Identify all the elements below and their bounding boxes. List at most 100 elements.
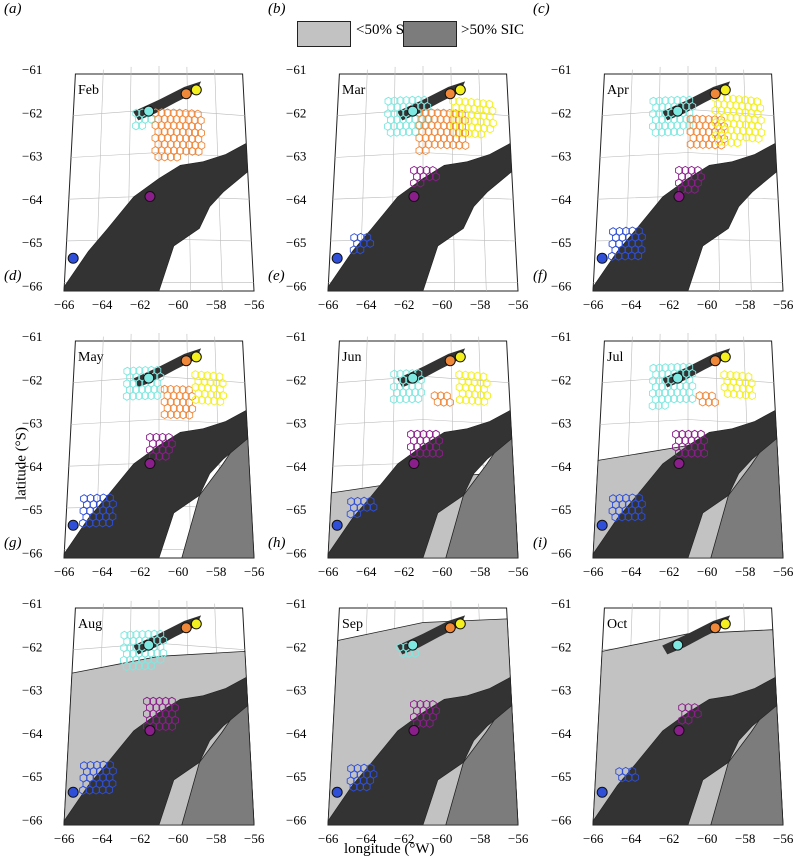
lon-tick-label: −56 bbox=[244, 831, 265, 846]
antarctic-peninsula bbox=[63, 676, 249, 826]
lon-tick-label: −60 bbox=[432, 297, 452, 312]
month-label: Feb bbox=[78, 83, 99, 98]
lon-tick-label: −60 bbox=[697, 564, 717, 579]
hex-cell-purple bbox=[416, 178, 425, 188]
lat-tick-label: −63 bbox=[286, 416, 306, 431]
hex-cell-yellow bbox=[480, 396, 489, 407]
hex-cell-cyan bbox=[654, 401, 663, 411]
hex-cell-orange bbox=[185, 410, 194, 420]
lat-tick-label: −62 bbox=[22, 372, 42, 387]
hex-cell-cyan bbox=[135, 661, 143, 671]
lon-tick-label: −58 bbox=[206, 831, 226, 846]
lat-tick-label: −66 bbox=[286, 545, 307, 560]
colony-marker-purple bbox=[144, 458, 156, 470]
hex-cell-cyan bbox=[657, 127, 666, 137]
lat-tick-label: −64 bbox=[551, 459, 572, 474]
lon-tick-label: −64 bbox=[621, 564, 642, 579]
lon-tick-label: −62 bbox=[130, 831, 150, 846]
colony-marker-cyan bbox=[407, 105, 419, 117]
lat-tick-label: −64 bbox=[22, 459, 43, 474]
colony-marker-orange bbox=[709, 622, 721, 634]
colony-marker-yellow bbox=[719, 351, 731, 363]
hex-cell-blue bbox=[631, 772, 640, 782]
lon-tick-label: −62 bbox=[394, 297, 414, 312]
month-label: Jun bbox=[342, 350, 361, 365]
lon-tick-label: −60 bbox=[168, 297, 188, 312]
colony-marker-yellow bbox=[719, 618, 731, 630]
lat-tick-label: −63 bbox=[286, 149, 306, 164]
lat-tick-label: −63 bbox=[22, 416, 42, 431]
lat-tick-label: −61 bbox=[22, 596, 42, 611]
colony-marker-yellow bbox=[190, 84, 202, 96]
lon-tick-label: −64 bbox=[92, 564, 113, 579]
lat-tick-label: −65 bbox=[22, 235, 42, 250]
lat-tick-label: −62 bbox=[22, 639, 42, 654]
colony-marker-purple bbox=[673, 191, 685, 203]
colony-marker-cyan bbox=[143, 639, 155, 651]
hex-cell-cyan bbox=[156, 654, 165, 664]
lat-tick-label: −63 bbox=[22, 683, 42, 698]
map-panel-jun: Jun(e)−66 −64 −62 −60 −58 −56−61−62−63−64−65−… bbox=[268, 268, 529, 579]
hex-cell-yellow bbox=[216, 396, 225, 407]
hex-cell-cyan bbox=[399, 648, 407, 658]
hex-cell-orange bbox=[194, 147, 203, 157]
hex-cell-cyan bbox=[129, 391, 137, 401]
lon-tick-label: −56 bbox=[508, 564, 529, 579]
hex-cell-blue bbox=[369, 502, 378, 512]
hex-cell-cyan bbox=[676, 127, 685, 137]
month-label: Sep bbox=[342, 617, 363, 632]
lat-tick-label: −61 bbox=[286, 329, 306, 344]
lat-tick-label: −65 bbox=[286, 235, 306, 250]
hex-cell-yellow bbox=[218, 378, 227, 388]
lat-tick-label: −64 bbox=[551, 726, 572, 741]
lat-tick-label: −61 bbox=[551, 596, 571, 611]
colony-marker-cyan bbox=[672, 639, 684, 651]
lat-tick-label: −65 bbox=[551, 235, 571, 250]
hex-cell-blue bbox=[362, 782, 371, 792]
lat-tick-label: −63 bbox=[551, 416, 571, 431]
lon-tick-label: −64 bbox=[356, 831, 377, 846]
colony-marker-purple bbox=[144, 725, 156, 737]
hex-cell-yellow bbox=[488, 118, 497, 128]
hex-cell-blue bbox=[105, 518, 114, 528]
hex-cell-cyan bbox=[141, 661, 149, 671]
panel-letter: (i) bbox=[533, 535, 547, 551]
lat-tick-label: −66 bbox=[22, 545, 43, 560]
colony-marker-blue bbox=[331, 252, 343, 264]
lon-tick-label: −64 bbox=[92, 831, 113, 846]
panel-letter: (g) bbox=[4, 535, 22, 551]
colony-marker-blue bbox=[331, 786, 343, 798]
hex-cell-cyan bbox=[399, 127, 407, 137]
hex-cell-yellow bbox=[756, 115, 765, 125]
hex-cell-purple bbox=[690, 184, 699, 194]
lon-tick-label: −56 bbox=[773, 297, 794, 312]
lon-tick-label: −66 bbox=[54, 564, 75, 579]
lon-tick-label: −58 bbox=[735, 297, 755, 312]
colony-marker-cyan bbox=[672, 105, 684, 117]
antarctic-peninsula bbox=[327, 409, 513, 559]
colony-marker-yellow bbox=[190, 618, 202, 630]
antarctic-peninsula bbox=[63, 409, 249, 559]
lat-tick-label: −66 bbox=[551, 812, 572, 827]
colony-marker-cyan bbox=[672, 372, 684, 384]
colony-marker-blue bbox=[331, 519, 343, 531]
hex-cell-yellow bbox=[754, 133, 763, 144]
hex-cell-purple bbox=[435, 448, 443, 458]
hex-cell-cyan bbox=[685, 120, 694, 130]
lon-tick-label: −66 bbox=[583, 831, 604, 846]
map-panel-aug: Aug(g)−66 −64 −62 −60 −58 −56−61−62−63−64−65−… bbox=[4, 535, 265, 846]
lat-tick-label: −62 bbox=[286, 105, 306, 120]
hex-cell-cyan bbox=[670, 127, 678, 137]
lat-tick-label: −65 bbox=[551, 769, 571, 784]
panel-letter: (h) bbox=[268, 535, 286, 551]
hex-cell-cyan bbox=[648, 401, 657, 411]
legend-label-high-sic: >50% SIC bbox=[461, 22, 525, 38]
colony-marker-purple bbox=[408, 458, 420, 470]
lon-tick-label: −64 bbox=[621, 297, 642, 312]
hex-cell-cyan bbox=[664, 127, 672, 137]
x-axis-label: longitude (°W) bbox=[344, 841, 435, 857]
lon-tick-label: −56 bbox=[244, 564, 265, 579]
lat-tick-label: −66 bbox=[551, 545, 572, 560]
map-panel-apr: Apr (c) −66 −64 −62 −60 −58 −56 −61 −62 −63 −64 −65 −… bbox=[533, 1, 794, 312]
